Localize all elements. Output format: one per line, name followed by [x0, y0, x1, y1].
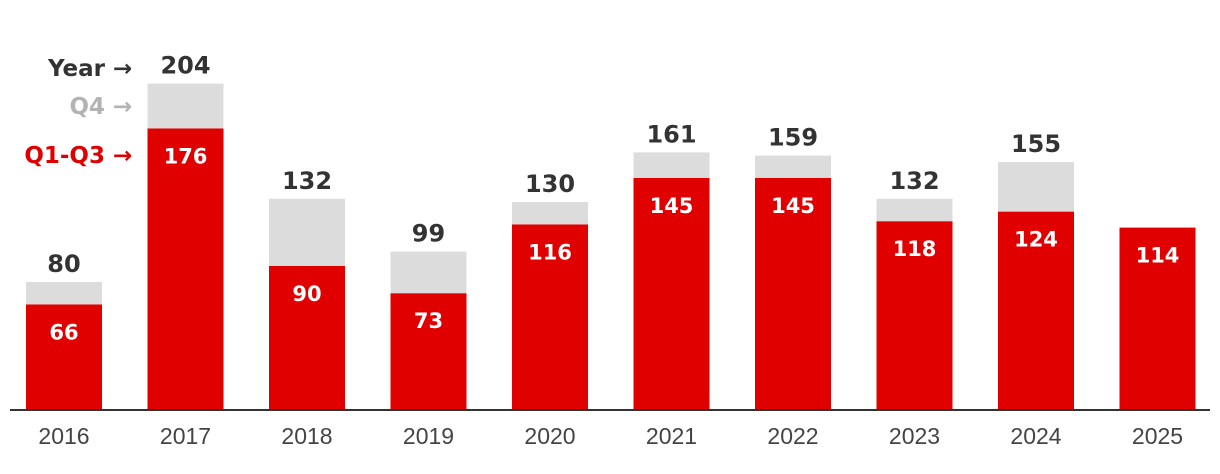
x-axis-ticks: 2016 2017 2018 2019 2020 2021 2022 2023 2024 2025 — [38, 423, 1183, 449]
bar-q4-2021 — [633, 152, 710, 178]
bar-q1-q3-2025 — [1119, 227, 1196, 410]
bar-q1-q3-2016 — [26, 304, 102, 410]
legend-q1-q3-arrow: → — [113, 143, 132, 169]
x-tick-2018: 2018 — [281, 423, 332, 449]
x-tick-2017: 2017 — [160, 423, 211, 449]
label-year-total-2019: 99 — [412, 220, 445, 248]
bar-q1-q3-2023 — [876, 221, 953, 410]
x-tick-2022: 2022 — [767, 423, 818, 449]
bar-q4-2023 — [876, 198, 953, 222]
label-year-total-2022: 159 — [768, 124, 818, 152]
label-q1-q3-2024: 124 — [1014, 228, 1058, 252]
label-q1-q3-2020: 116 — [528, 240, 572, 264]
label-year-total-2024: 155 — [1011, 130, 1061, 158]
label-q1-q3-2017: 176 — [164, 144, 208, 168]
labels-layer: 66 80 176 204 90 132 73 99 116 130 145 161 145 159 118… — [47, 52, 1179, 345]
bar-q4-2020 — [512, 202, 588, 225]
bar-q4-2018 — [269, 198, 345, 266]
x-tick-2016: 2016 — [38, 423, 89, 449]
legend-q4-label: Q4 — [69, 94, 105, 120]
bar-q4-2022 — [755, 155, 831, 178]
legend: Year → Q4 → Q1-Q3 → — [24, 56, 132, 169]
x-tick-2019: 2019 — [403, 423, 454, 449]
bar-q4-2019 — [390, 251, 467, 294]
legend-q1-q3-label: Q1-Q3 — [24, 143, 105, 169]
bar-q1-q3-2022 — [755, 178, 831, 410]
bar-q1-q3-2024 — [998, 211, 1074, 410]
label-q1-q3-2025: 114 — [1136, 244, 1180, 268]
label-year-total-2017: 204 — [160, 52, 210, 80]
x-tick-2023: 2023 — [889, 423, 940, 449]
legend-year-arrow: → — [113, 56, 132, 82]
label-q1-q3-2023: 118 — [893, 237, 937, 261]
label-q1-q3-2019: 73 — [414, 309, 443, 333]
label-year-total-2016: 80 — [47, 250, 80, 278]
label-year-total-2021: 161 — [646, 120, 696, 148]
label-year-total-2023: 132 — [889, 167, 939, 195]
bar-q4-2017 — [147, 83, 224, 129]
x-tick-2024: 2024 — [1010, 423, 1061, 449]
bar-q1-q3-2019 — [390, 293, 467, 410]
label-q1-q3-2016: 66 — [49, 320, 78, 344]
bar-q4-2016 — [26, 282, 102, 305]
label-q1-q3-2021: 145 — [650, 194, 694, 218]
bar-q4-2024 — [998, 162, 1074, 212]
bar-q1-q3-2020 — [512, 224, 588, 410]
x-tick-2025: 2025 — [1132, 423, 1183, 449]
bar-q1-q3-2018 — [269, 266, 345, 410]
label-q1-q3-2022: 145 — [771, 194, 815, 218]
x-tick-2021: 2021 — [646, 423, 697, 449]
legend-year-label: Year — [47, 56, 106, 82]
bar-q1-q3-2021 — [633, 178, 710, 410]
x-tick-2020: 2020 — [524, 423, 575, 449]
bar-q1-q3-2017 — [147, 128, 224, 410]
label-year-total-2018: 132 — [282, 167, 332, 195]
bars-layer — [26, 83, 1196, 410]
legend-q4-arrow: → — [113, 94, 132, 120]
label-q1-q3-2018: 90 — [292, 282, 321, 306]
label-year-total-2020: 130 — [525, 170, 575, 198]
